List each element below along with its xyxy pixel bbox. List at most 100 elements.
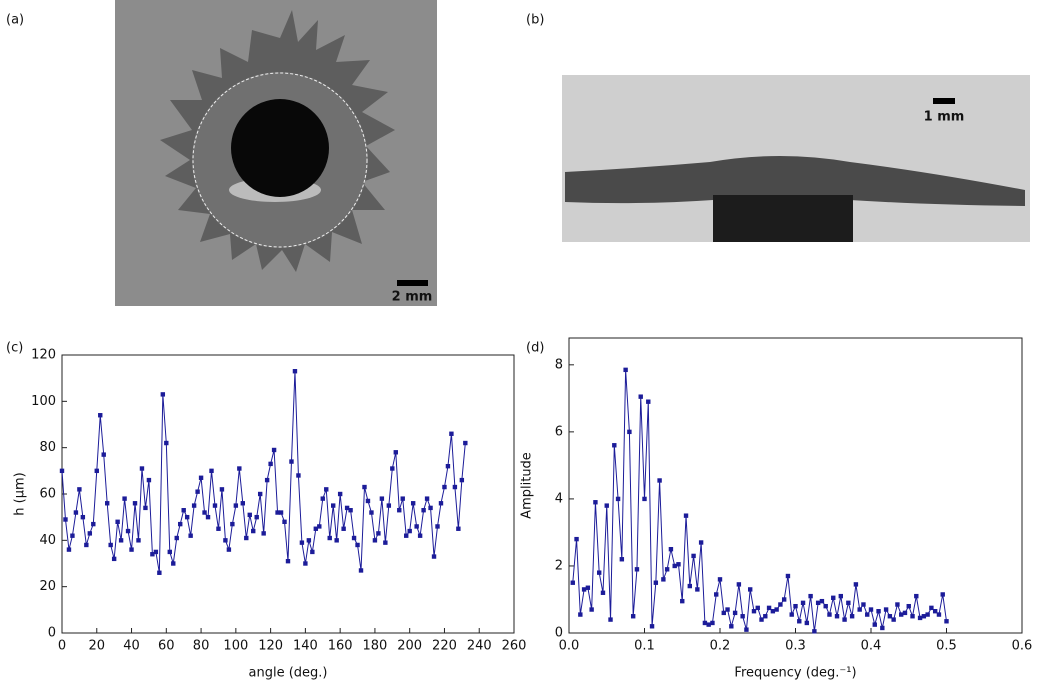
data-point xyxy=(744,627,749,632)
data-point xyxy=(702,620,708,626)
data-point xyxy=(341,526,346,531)
data-point xyxy=(729,624,734,629)
data-point xyxy=(936,612,942,617)
y-tick-label: 20 xyxy=(39,579,56,594)
data-point xyxy=(899,612,904,617)
data-point xyxy=(435,524,440,529)
data-point xyxy=(216,526,221,531)
data-point xyxy=(369,510,374,515)
data-point xyxy=(285,558,291,564)
panel-label: (b) xyxy=(526,13,544,28)
data-point xyxy=(313,526,319,531)
data-point xyxy=(880,625,885,631)
y-tick-label: 2 xyxy=(555,558,563,573)
data-point xyxy=(770,609,776,614)
data-point xyxy=(463,440,468,446)
x-tick-label: 60 xyxy=(158,639,175,654)
data-point xyxy=(164,440,169,446)
data-line xyxy=(572,369,947,632)
data-point xyxy=(70,533,75,538)
data-point xyxy=(181,508,186,513)
x-axis-label: angle (deg.) xyxy=(249,666,328,681)
data-point xyxy=(766,605,772,611)
data-point xyxy=(917,615,923,621)
data-point xyxy=(932,609,938,614)
data-point xyxy=(400,496,405,501)
data-point xyxy=(386,503,392,508)
y-tick-label: 4 xyxy=(555,491,563,506)
data-point xyxy=(812,629,817,634)
data-point xyxy=(676,562,681,567)
x-tick-label: 220 xyxy=(432,639,457,654)
data-point xyxy=(87,531,93,536)
data-point xyxy=(695,587,700,592)
data-point xyxy=(883,607,889,612)
data-point xyxy=(292,369,298,374)
y-tick-label: 8 xyxy=(555,357,563,372)
data-point xyxy=(198,475,204,480)
data-point xyxy=(683,513,689,518)
data-point xyxy=(876,609,881,614)
data-point xyxy=(348,508,353,513)
x-tick-label: 260 xyxy=(502,639,527,654)
data-point xyxy=(98,413,103,418)
data-point xyxy=(306,538,312,543)
data-point xyxy=(139,466,145,471)
x-tick-label: 100 xyxy=(223,639,248,654)
data-point xyxy=(320,496,325,501)
data-point xyxy=(445,464,451,469)
y-tick-label: 120 xyxy=(31,348,56,363)
data-point xyxy=(111,556,117,562)
data-point xyxy=(428,505,433,511)
data-point xyxy=(233,503,239,508)
data-point xyxy=(264,477,270,483)
data-point xyxy=(337,491,343,497)
data-point xyxy=(664,567,670,572)
data-point xyxy=(612,443,617,448)
data-point xyxy=(268,461,273,467)
data-point xyxy=(449,431,454,436)
data-point xyxy=(240,501,245,506)
data-point xyxy=(800,600,806,606)
data-point xyxy=(906,603,911,609)
data-point xyxy=(390,466,395,471)
data-point xyxy=(383,540,388,545)
data-point xyxy=(615,496,621,502)
x-axis-label: Frequency (deg.⁻¹) xyxy=(734,666,856,681)
data-point xyxy=(600,590,606,595)
data-point xyxy=(66,547,72,552)
data-point xyxy=(589,607,594,612)
data-point xyxy=(212,503,218,508)
data-point xyxy=(317,524,322,529)
data-point xyxy=(887,614,893,619)
y-axis-label: Amplitude xyxy=(520,452,535,519)
photo-b: 1 mm xyxy=(562,75,1030,242)
x-tick-label: 0.4 xyxy=(861,639,882,654)
data-point xyxy=(431,554,437,559)
data-point xyxy=(698,540,704,545)
data-point xyxy=(789,612,794,617)
data-point xyxy=(929,605,934,611)
data-point xyxy=(604,503,609,508)
data-point xyxy=(910,614,915,619)
x-tick-label: 80 xyxy=(193,639,210,654)
data-point xyxy=(623,367,628,373)
data-point xyxy=(740,614,745,619)
data-point xyxy=(282,519,287,524)
x-tick-label: 0.3 xyxy=(785,639,806,654)
data-point xyxy=(132,501,138,506)
data-point xyxy=(759,617,764,622)
data-point xyxy=(914,593,919,599)
data-point xyxy=(59,468,65,474)
data-point xyxy=(118,538,124,543)
data-point xyxy=(574,536,579,542)
data-point xyxy=(77,487,82,492)
data-point xyxy=(303,561,308,566)
data-point xyxy=(257,491,263,497)
data-point xyxy=(167,549,172,555)
data-point xyxy=(289,459,294,464)
data-point xyxy=(157,570,162,575)
data-point xyxy=(355,542,360,548)
data-point xyxy=(226,547,232,552)
